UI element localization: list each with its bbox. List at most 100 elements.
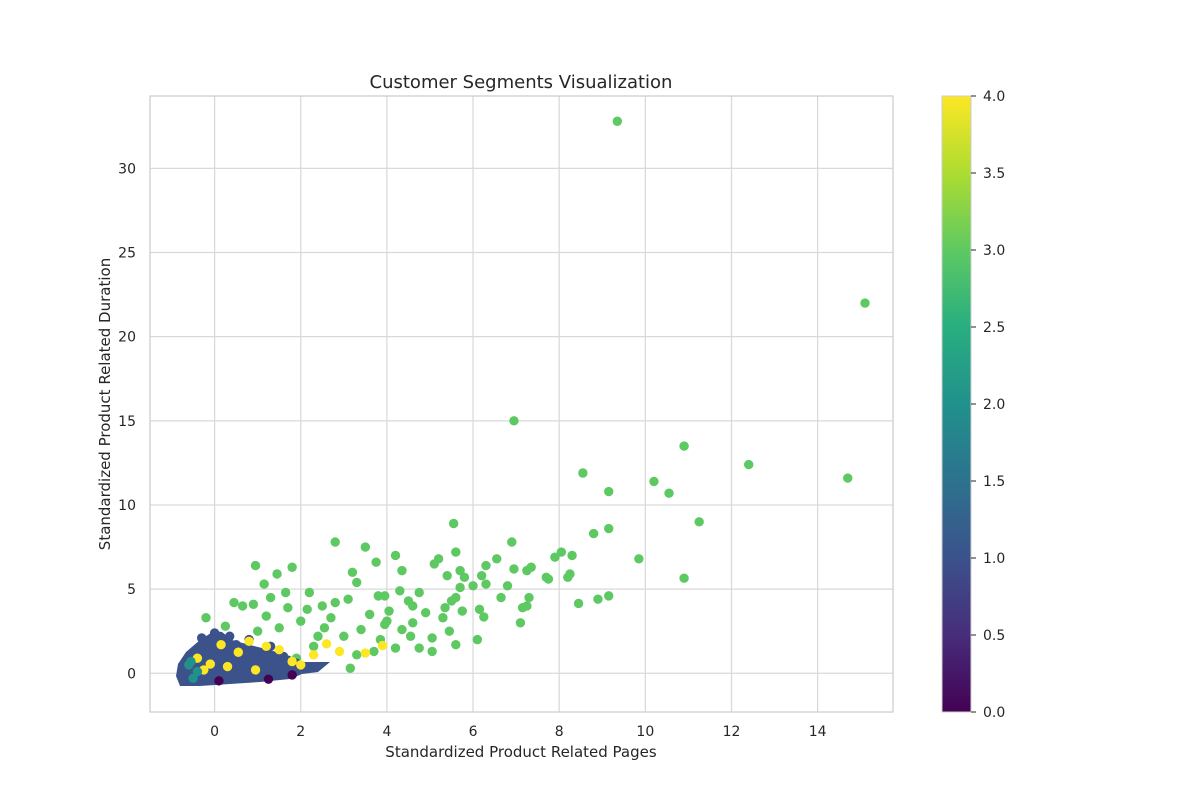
data-point-cluster-1 <box>196 633 207 643</box>
data-point-cluster-3 <box>352 650 362 660</box>
data-point-cluster-0 <box>287 670 297 680</box>
data-point-cluster-1 <box>209 628 220 638</box>
colorbar-tick-label: 4.0 <box>983 89 1005 105</box>
data-point-cluster-3 <box>524 592 534 603</box>
data-point-cluster-3 <box>563 572 573 583</box>
data-point-cluster-3 <box>319 623 330 633</box>
data-point-cluster-4 <box>222 661 233 672</box>
data-point-cluster-3 <box>347 567 358 578</box>
data-point-cluster-3 <box>515 618 526 628</box>
colorbar-tick-label: 1.0 <box>983 551 1005 567</box>
data-point-cluster-3 <box>248 599 259 609</box>
data-point-cluster-3 <box>593 594 603 604</box>
data-point-cluster-1 <box>231 639 241 650</box>
data-point-cluster-3 <box>252 626 263 636</box>
data-point-cluster-1 <box>201 675 211 685</box>
data-point-cluster-1 <box>274 665 284 675</box>
data-point-cluster-3 <box>679 441 689 451</box>
data-point-cluster-1 <box>248 656 259 667</box>
data-point-cluster-3 <box>390 550 401 561</box>
colorbar-tick-label: 3.5 <box>983 166 1005 182</box>
data-point-cluster-3 <box>250 560 261 571</box>
data-point-cluster-1 <box>224 631 235 641</box>
x-tick-label: 2 <box>296 724 305 740</box>
data-point-cluster-3 <box>502 581 513 591</box>
data-point-cluster-3 <box>397 624 407 635</box>
data-point-cluster-1 <box>235 661 246 672</box>
data-point-cluster-3 <box>390 643 401 653</box>
x-tick-label: 4 <box>382 724 391 740</box>
x-tick-label: 14 <box>809 724 827 740</box>
data-point-cluster-3 <box>649 476 659 487</box>
data-point-cluster-4 <box>377 640 388 651</box>
data-point-cluster-3 <box>352 577 362 588</box>
data-point-cluster-3 <box>369 646 379 657</box>
data-point-cluster-3 <box>345 663 355 673</box>
data-point-cluster-3 <box>612 116 623 126</box>
data-point-cluster-1 <box>240 671 250 682</box>
data-point-cluster-3 <box>843 473 853 483</box>
x-axis-label: Standardized Product Related Pages <box>385 743 657 761</box>
data-point-cluster-3 <box>414 587 424 598</box>
data-point-cluster-3 <box>694 517 704 527</box>
data-point-cluster-3 <box>476 570 487 581</box>
colorbar-tick-label: 0.0 <box>983 705 1005 721</box>
data-point-cluster-4 <box>287 656 297 667</box>
data-point-cluster-3 <box>201 613 211 623</box>
data-point-cluster-3 <box>472 634 483 645</box>
data-point-cluster-4 <box>205 659 216 669</box>
data-point-cluster-3 <box>360 542 371 552</box>
data-point-cluster-3 <box>496 592 506 603</box>
x-tick-label: 12 <box>723 724 741 740</box>
data-point-cluster-3 <box>474 604 485 615</box>
data-point-cluster-3 <box>429 559 439 569</box>
data-point-cluster-3 <box>444 626 455 636</box>
y-tick-label: 25 <box>118 246 136 262</box>
data-point-cluster-3 <box>371 557 381 567</box>
data-point-cluster-3 <box>382 616 392 626</box>
data-point-cluster-3 <box>604 523 614 534</box>
data-point-cluster-3 <box>440 602 450 613</box>
data-point-cluster-3 <box>229 597 239 608</box>
data-point-cluster-3 <box>397 565 407 576</box>
data-point-cluster-4 <box>274 645 284 655</box>
data-point-cluster-3 <box>280 587 291 598</box>
data-point-cluster-3 <box>744 459 754 470</box>
data-point-cluster-3 <box>317 601 327 611</box>
y-tick-label: 0 <box>127 666 136 682</box>
data-point-cluster-3 <box>304 587 315 598</box>
data-point-cluster-3 <box>455 582 465 593</box>
data-point-cluster-2 <box>186 656 196 667</box>
colorbar: 0.0 0.5 1.0 1.5 2.0 2.5 3.0 3.5 4.0 <box>941 89 1005 721</box>
data-point-cluster-3 <box>414 643 424 653</box>
colorbar-tick-label: 2.5 <box>983 320 1005 336</box>
data-point-cluster-3 <box>330 597 340 608</box>
data-point-cluster-3 <box>448 518 459 529</box>
data-point-cluster-3 <box>272 569 282 579</box>
data-point-cluster-3 <box>634 554 644 564</box>
data-point-cluster-4 <box>250 665 261 675</box>
x-tick-label: 8 <box>555 724 564 740</box>
y-tick-label: 20 <box>118 330 136 346</box>
data-point-cluster-3 <box>459 572 470 583</box>
data-point-cluster-3 <box>259 579 269 589</box>
chart-title: Customer Segments Visualization <box>370 72 673 93</box>
y-tick-labels: 0 5 10 15 20 25 30 <box>118 161 136 682</box>
data-point-cluster-3 <box>339 631 349 641</box>
data-point-cluster-4 <box>321 639 332 649</box>
data-point-cluster-3 <box>420 607 431 618</box>
data-point-cluster-3 <box>543 574 554 584</box>
data-point-cluster-3 <box>395 586 405 596</box>
data-point-cluster-3 <box>481 579 491 589</box>
colorbar-tick-label: 3.0 <box>983 243 1005 259</box>
x-tick-label: 0 <box>210 724 219 740</box>
data-point-cluster-3 <box>604 591 614 601</box>
data-point-cluster-3 <box>517 602 528 613</box>
y-tick-label: 30 <box>118 161 136 177</box>
y-axis-label: Standardized Product Related Duration <box>96 258 114 550</box>
data-point-cluster-3 <box>455 565 465 576</box>
data-point-cluster-3 <box>373 591 383 601</box>
data-point-cluster-3 <box>604 486 614 497</box>
data-points <box>184 116 870 686</box>
colorbar-tick-labels: 0.0 0.5 1.0 1.5 2.0 2.5 3.0 3.5 4.0 <box>971 89 1005 721</box>
